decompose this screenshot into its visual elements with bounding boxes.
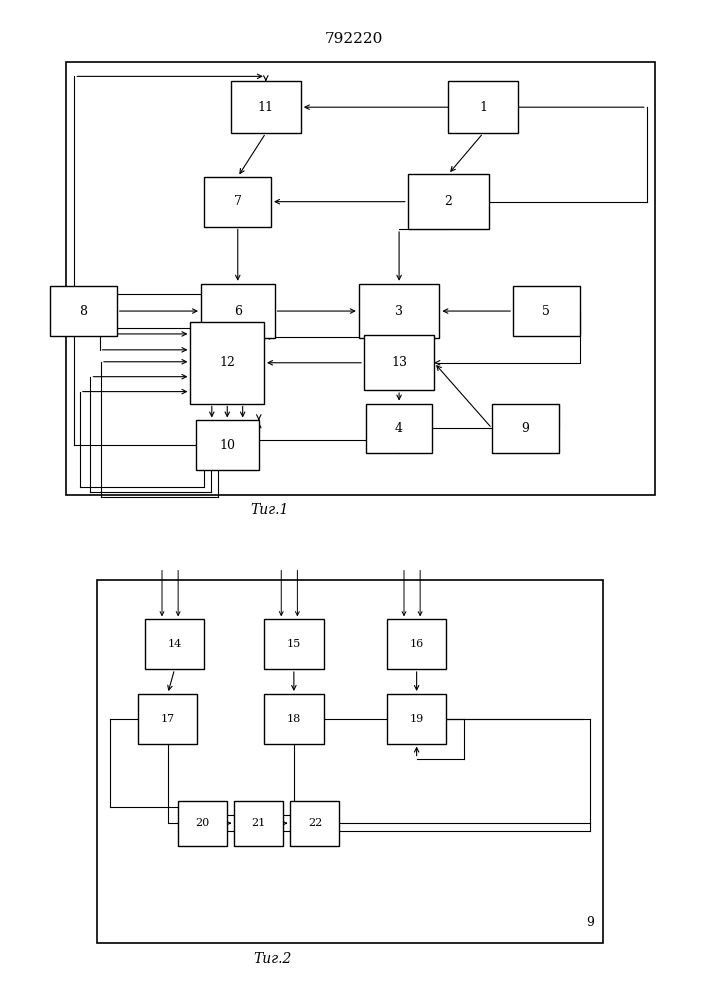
Text: 2: 2 xyxy=(444,195,452,208)
Bar xyxy=(145,619,204,669)
Text: 14: 14 xyxy=(168,639,182,649)
Text: 4: 4 xyxy=(395,422,403,435)
Text: 8: 8 xyxy=(79,305,88,318)
Bar xyxy=(50,286,117,336)
Text: 21: 21 xyxy=(252,818,266,828)
Bar xyxy=(364,335,434,390)
Bar xyxy=(291,801,339,846)
Text: 792220: 792220 xyxy=(325,32,382,46)
Bar xyxy=(66,62,655,495)
Text: Τиг.1: Τиг.1 xyxy=(250,503,288,517)
Bar xyxy=(178,801,227,846)
Text: 3: 3 xyxy=(395,305,403,318)
Bar xyxy=(138,694,197,744)
Text: 15: 15 xyxy=(287,639,301,649)
Text: 22: 22 xyxy=(308,818,322,828)
Text: 7: 7 xyxy=(234,195,242,208)
Bar xyxy=(98,580,602,943)
Text: 10: 10 xyxy=(219,439,235,452)
Bar xyxy=(196,420,259,470)
Text: 11: 11 xyxy=(258,101,274,114)
Bar xyxy=(204,177,271,227)
Text: 18: 18 xyxy=(287,714,301,724)
Text: 17: 17 xyxy=(160,714,175,724)
Text: 19: 19 xyxy=(409,714,423,724)
Text: 9: 9 xyxy=(522,422,530,435)
Bar xyxy=(366,404,433,453)
Bar xyxy=(448,81,518,133)
Bar xyxy=(387,619,446,669)
Bar xyxy=(387,694,446,744)
Bar xyxy=(234,801,284,846)
Text: 13: 13 xyxy=(391,356,407,369)
Text: 6: 6 xyxy=(234,305,242,318)
Bar xyxy=(513,286,580,336)
Bar xyxy=(230,81,301,133)
Text: 5: 5 xyxy=(542,305,550,318)
Bar xyxy=(358,284,440,338)
Text: Τиг.2: Τиг.2 xyxy=(254,952,292,966)
Text: 1: 1 xyxy=(479,101,487,114)
Bar xyxy=(201,284,274,338)
Text: 12: 12 xyxy=(219,356,235,369)
Text: 16: 16 xyxy=(409,639,423,649)
Bar xyxy=(492,404,559,453)
Bar xyxy=(264,619,324,669)
Text: 20: 20 xyxy=(196,818,210,828)
Bar xyxy=(264,694,324,744)
Bar xyxy=(190,322,264,404)
Bar xyxy=(408,174,489,229)
Text: 9: 9 xyxy=(587,916,595,929)
